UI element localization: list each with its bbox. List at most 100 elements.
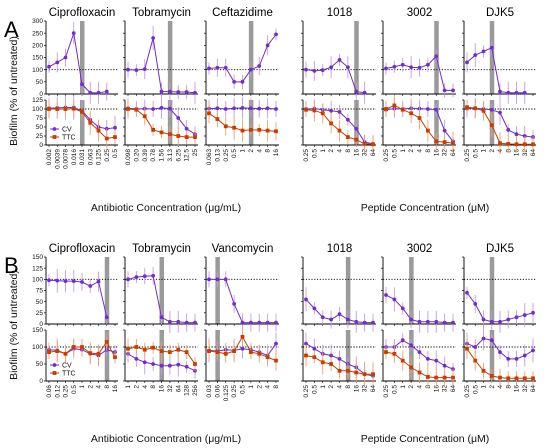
ttc-point — [88, 351, 93, 356]
ttc-point — [184, 135, 189, 139]
cv-point — [489, 319, 494, 324]
panel-title: DJK5 — [486, 243, 514, 255]
mic-bar — [104, 257, 110, 324]
ttc-point — [354, 137, 359, 142]
ttc-point — [215, 117, 220, 121]
ttc-point — [47, 107, 51, 111]
mic-bar — [489, 21, 495, 94]
x-tick-label: 0.002 — [46, 149, 53, 166]
cv-point — [417, 350, 422, 354]
legend-cv-marker — [52, 363, 57, 367]
ttc-point — [451, 375, 455, 380]
x-tick-label: 4 — [256, 149, 263, 153]
ttc-point — [371, 142, 375, 147]
x-tick-label: 4 — [96, 385, 103, 389]
x-tick-label: 25 — [192, 149, 199, 157]
cv-point — [71, 31, 76, 36]
top-subplot-group — [204, 20, 279, 96]
ttc-point — [167, 132, 172, 137]
x-axis-label-peptide: Peptide Concentration (μM) — [361, 433, 490, 445]
x-tick-label: 0.25 — [383, 149, 390, 162]
cv-point — [142, 274, 147, 279]
cv-point — [47, 64, 51, 69]
x-tick-label: 0.5 — [240, 385, 247, 394]
x-tick-label: 0.12 — [54, 385, 61, 398]
cv-point — [265, 320, 270, 325]
ttc-point — [329, 362, 334, 366]
top-subplot-group — [381, 20, 456, 98]
ttc-point — [80, 109, 84, 114]
y-tick-label: 125 — [32, 265, 43, 272]
cv-point — [400, 306, 405, 311]
x-tick-label: 1 — [240, 149, 247, 153]
ttc-point — [151, 345, 156, 350]
mic-bar — [159, 257, 164, 324]
cv-point — [514, 357, 519, 361]
ttc-point — [159, 130, 164, 135]
ttc-point — [329, 121, 334, 126]
ttc-point — [142, 114, 147, 119]
legend-cv-marker — [52, 127, 57, 131]
cv-point — [392, 297, 397, 302]
x-tick-label: 4 — [417, 385, 424, 389]
top-subplot-group — [204, 256, 279, 332]
y-tick-label: 150 — [32, 254, 43, 261]
cv-point — [265, 43, 270, 48]
cv-point — [63, 279, 68, 284]
cv-point — [384, 66, 388, 71]
ttc-point — [345, 135, 350, 139]
cv-point — [304, 341, 308, 346]
x-tick-label: 0.25 — [303, 149, 310, 162]
bottom-subplot-group: 0.25 0.5 1 2 4 8 16 32 64 — [301, 99, 377, 162]
ttc-point — [481, 368, 486, 373]
cv-point — [345, 117, 350, 122]
cv-point — [232, 106, 237, 111]
ttc-point — [71, 345, 76, 349]
ttc-point — [522, 142, 527, 147]
ttc-point — [304, 107, 308, 112]
cv-point — [151, 36, 156, 40]
cv-point — [184, 90, 189, 94]
x-tick-label: 32 — [362, 149, 369, 157]
x-tick-label: 0.25 — [383, 385, 390, 398]
ttc-point — [400, 358, 405, 363]
ttc-point — [126, 346, 130, 351]
mic-bar — [345, 330, 351, 381]
ttc-point — [531, 376, 535, 381]
top-subplot-group: 0 25 50 75 100 125 150 — [32, 254, 118, 328]
cv-point — [384, 293, 388, 297]
x-tick-label: 1 — [320, 385, 327, 389]
mic-bar — [489, 330, 495, 381]
panel-title: Vancomycin — [212, 243, 274, 255]
ttc-point — [176, 347, 181, 352]
x-tick-label: 64 — [530, 149, 537, 157]
x-tick-label: 64 — [530, 385, 537, 393]
cv-point — [409, 65, 414, 70]
x-tick-label: 32 — [522, 385, 529, 393]
y-tick-label: 150 — [32, 55, 43, 62]
panel-title: 3002 — [407, 7, 433, 19]
ttc-point — [142, 347, 147, 352]
x-tick-label: 0.063 — [87, 149, 94, 166]
x-tick-label: 16 — [514, 149, 521, 157]
ttc-point — [337, 128, 342, 133]
x-tick-label: 0.031 — [79, 149, 86, 166]
x-tick-label: 0.098 — [125, 149, 132, 166]
mic-bar — [80, 21, 85, 94]
cv-point — [184, 364, 189, 369]
ttc-point — [442, 140, 447, 145]
x-tick-label: 0.016 — [71, 149, 78, 166]
bottom-subplot-group: 0.25 0.5 1 2 4 8 16 32 64 — [381, 329, 457, 398]
ttc-point — [465, 346, 469, 351]
x-tick-label: 0.5 — [311, 385, 318, 394]
x-tick-label: 0.5 — [231, 149, 238, 158]
cv-point — [215, 106, 220, 111]
panel-title: Ciprofloxacin — [49, 7, 115, 19]
ttc-point — [96, 128, 101, 133]
cv-point — [257, 320, 262, 325]
x-tick-label: 32 — [442, 385, 449, 393]
cv-point — [481, 49, 486, 54]
x-tick-label: 0.25 — [231, 385, 238, 398]
cv-point — [409, 317, 414, 322]
